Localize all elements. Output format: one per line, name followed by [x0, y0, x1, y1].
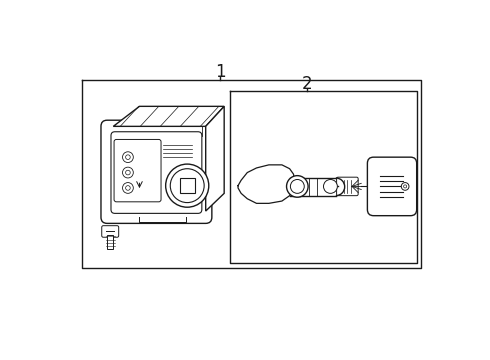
Circle shape	[401, 183, 409, 190]
FancyBboxPatch shape	[368, 157, 416, 216]
Circle shape	[125, 186, 130, 190]
Polygon shape	[238, 165, 295, 203]
FancyBboxPatch shape	[101, 120, 212, 223]
Circle shape	[122, 152, 133, 163]
Bar	[179, 178, 195, 193]
Bar	[107, 235, 113, 249]
Polygon shape	[206, 106, 224, 211]
Circle shape	[125, 155, 130, 159]
Text: 1: 1	[215, 63, 225, 81]
Circle shape	[166, 164, 209, 207]
Circle shape	[171, 169, 204, 203]
Circle shape	[291, 180, 304, 193]
Circle shape	[323, 180, 337, 193]
Circle shape	[287, 176, 308, 197]
Circle shape	[404, 185, 407, 188]
Circle shape	[122, 183, 133, 193]
Polygon shape	[113, 106, 224, 126]
Circle shape	[122, 167, 133, 178]
FancyBboxPatch shape	[102, 226, 119, 237]
FancyBboxPatch shape	[111, 132, 202, 213]
Circle shape	[125, 170, 130, 175]
FancyBboxPatch shape	[114, 139, 161, 202]
FancyBboxPatch shape	[337, 177, 358, 195]
Text: 2: 2	[302, 75, 313, 93]
